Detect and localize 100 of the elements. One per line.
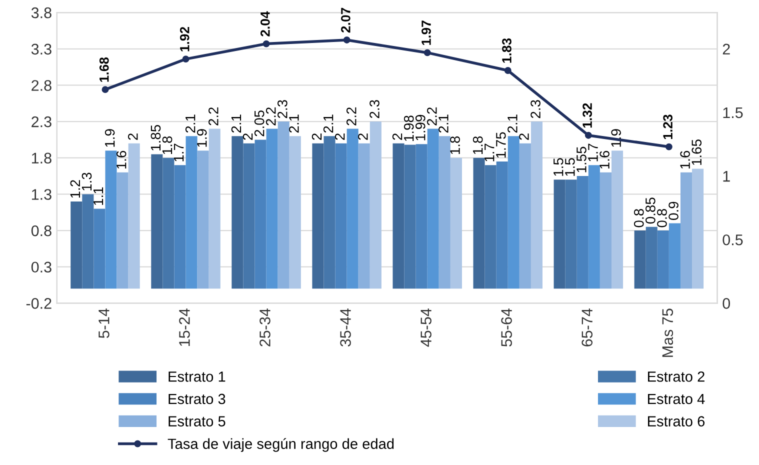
bar (358, 143, 370, 289)
data-label: 2 (312, 134, 322, 140)
data-label: 1.68 (99, 57, 109, 82)
bar (450, 158, 462, 289)
bar (692, 168, 704, 289)
bar (278, 122, 290, 289)
data-label: 1.98 (404, 116, 414, 141)
bar (335, 143, 347, 289)
bar (208, 128, 220, 289)
x-tick-label: 35-44 (340, 308, 351, 347)
data-label: 2.1 (185, 114, 196, 133)
legend-label: Estrato 2 (648, 371, 704, 382)
data-label: 2.04 (260, 11, 270, 36)
data-label: 1.85 (150, 125, 161, 150)
bar (266, 128, 278, 289)
bar (646, 226, 658, 289)
data-label: 2.2 (346, 107, 356, 126)
x-tick-label: Mas 75 (662, 308, 674, 357)
point (182, 56, 190, 63)
y-tick-label: 2.8 (32, 80, 52, 91)
data-label: 1.7 (588, 144, 598, 162)
y2-tick-label: 0 (722, 298, 730, 309)
data-label: 1.55 (576, 146, 586, 172)
legend-label: Estrato 5 (168, 416, 226, 426)
data-label: 1.8 (472, 136, 483, 154)
y-tick-label: 2.3 (32, 116, 52, 128)
y-tick-label: 0.8 (31, 225, 52, 236)
legend-label: Estrato 1 (168, 372, 226, 382)
bar (197, 150, 209, 289)
bar (473, 158, 485, 289)
x-tick-label: 65-74 (582, 308, 593, 346)
bar (530, 122, 543, 289)
data-label: 1.6 (116, 150, 126, 169)
point (343, 36, 350, 44)
y2-tick-label: 2 (722, 44, 730, 54)
y-tick-label: -0.2 (26, 298, 52, 309)
bar (565, 180, 577, 289)
data-label: 2.1 (231, 114, 242, 133)
data-label: 2.3 (370, 100, 380, 118)
bar (404, 144, 416, 289)
data-label: 2.1 (289, 114, 299, 133)
bar (105, 150, 117, 289)
data-label: 1.8 (162, 136, 172, 154)
data-label: 0.8 (634, 209, 644, 228)
data-label: 1.1 (94, 187, 104, 205)
bar (94, 208, 106, 289)
data-label: 1.99 (415, 114, 426, 140)
y-tick-label: 0.3 (31, 262, 52, 273)
y2-tick-label: 1.5 (723, 107, 743, 118)
bar (588, 165, 600, 289)
bar (657, 230, 669, 289)
data-label: 0.85 (646, 198, 656, 224)
bar (519, 143, 531, 289)
y-tick-label: 3.8 (31, 7, 52, 18)
data-label: 2.2 (208, 107, 218, 126)
x-tick-label: 15-24 (179, 308, 190, 346)
bar (554, 180, 566, 289)
bar (82, 194, 94, 289)
bar (186, 136, 198, 289)
data-label: 2 (519, 134, 529, 140)
point (504, 67, 512, 74)
data-label: 2.2 (427, 107, 437, 126)
bar (680, 172, 692, 289)
bar (151, 154, 163, 289)
data-label: 2 (128, 134, 138, 140)
data-label: 1.23 (663, 114, 672, 140)
point (584, 132, 592, 139)
data-label: 2.1 (508, 114, 518, 133)
bar (484, 165, 496, 289)
data-label: 0.9 (668, 202, 678, 220)
data-label: 1.3 (82, 172, 92, 190)
data-label: 1.92 (180, 26, 190, 52)
legend-label: Estrato 3 (168, 394, 226, 404)
data-label: 1.75 (496, 132, 506, 158)
data-label: 1.8 (450, 136, 460, 154)
data-label: 1.6 (600, 150, 610, 169)
bar (312, 143, 324, 289)
data-label: 2.05 (254, 110, 264, 136)
bar (634, 230, 646, 289)
bar (392, 143, 404, 289)
data-label: 2.07 (341, 8, 350, 33)
bar (496, 162, 508, 289)
y-tick-label: 1.3 (32, 189, 52, 200)
data-label: 1.7 (174, 144, 184, 162)
x-tick-label: 45-54 (420, 308, 432, 347)
data-label: 1.6 (680, 150, 690, 169)
data-label: 2 (242, 134, 253, 140)
data-label: 1.83 (502, 38, 512, 63)
y-tick-label: 3.3 (31, 44, 52, 55)
y2-tick-label: 1 (723, 171, 730, 182)
bar (668, 223, 680, 289)
bar (232, 136, 244, 289)
bar (174, 165, 186, 289)
data-label: 1.2 (70, 180, 80, 198)
data-label: 0.8 (657, 209, 667, 228)
bar (416, 144, 428, 289)
point (102, 86, 109, 94)
bar (611, 150, 624, 289)
bar (243, 143, 255, 289)
data-label: 1.65 (692, 140, 702, 165)
